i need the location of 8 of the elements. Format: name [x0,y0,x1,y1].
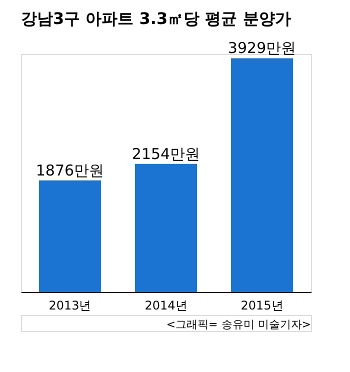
chart-title: 강남3구 아파트 3.3㎡당 평균 분양가 [21,9,291,28]
text: <그래픽= 송유미 미술기자> [166,318,311,331]
data-label: 2154만원 [132,144,200,163]
x-tick-label: 2015년 [240,298,284,312]
x-tick-label: 2013년 [48,298,92,312]
data-label: 1876만원 [36,161,104,180]
x-tick-label: 2014년 [144,298,188,312]
data-label: 3929만원 [228,39,296,58]
